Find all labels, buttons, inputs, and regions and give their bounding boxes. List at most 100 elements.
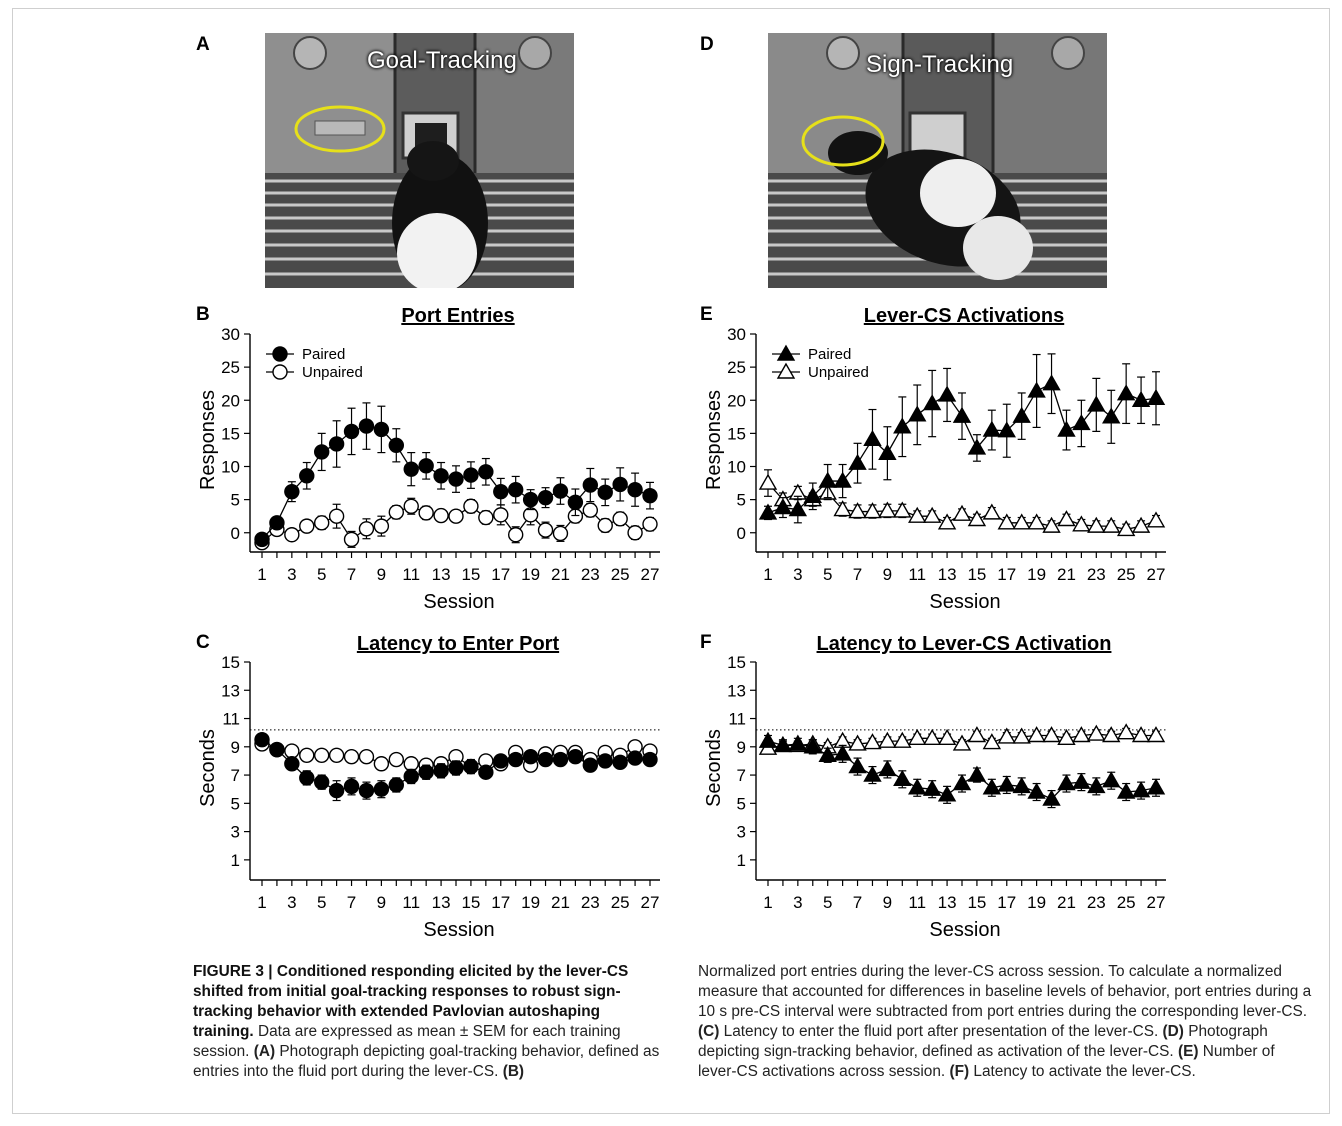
data-point-unpaired: [373, 518, 390, 534]
legend-label-unpaired: Unpaired: [808, 364, 869, 381]
data-point-paired: [313, 774, 330, 790]
series-paired: [758, 353, 1166, 524]
data-point-paired: [1042, 374, 1061, 391]
data-point-unpaired: [1102, 516, 1121, 533]
x-tick-label: 17: [491, 565, 510, 584]
data-point-unpaired: [967, 510, 987, 527]
data-point-unpaired: [343, 748, 360, 765]
x-tick-label: 19: [1027, 565, 1046, 584]
x-tick-label: 9: [377, 893, 386, 912]
y-tick-label: 30: [221, 325, 240, 344]
legend-marker-paired: [776, 344, 796, 361]
x-tick-label: 25: [611, 565, 630, 584]
y-tick-label: 20: [727, 391, 746, 410]
data-point-unpaired: [313, 515, 330, 531]
data-point-unpaired: [878, 731, 897, 748]
data-point-paired: [343, 778, 360, 795]
data-point-unpaired: [1072, 726, 1091, 743]
data-point-unpaired: [284, 527, 300, 543]
data-point-paired: [343, 423, 360, 440]
y-tick-label: 15: [727, 653, 746, 672]
y-tick-label: 15: [221, 424, 240, 443]
data-point-paired: [863, 765, 882, 782]
data-point-paired: [848, 453, 867, 470]
x-tick-label: 1: [257, 893, 266, 912]
caption-label-b: (B): [502, 1063, 525, 1080]
x-tick-label: 19: [1027, 893, 1046, 912]
data-point-paired: [1102, 407, 1121, 424]
port-entries-chart: Port Entries 0 5 10 15 20 25 30 1 3 5 7 9 11 13 15 17 19 2…: [190, 300, 670, 618]
panel-letter-c: C: [196, 632, 210, 653]
data-point-paired: [863, 429, 882, 447]
data-point-paired: [803, 737, 822, 754]
data-point-paired: [433, 763, 449, 779]
data-point-paired: [1012, 776, 1031, 794]
data-point-paired: [254, 531, 270, 548]
y-tick-label: 30: [727, 325, 746, 344]
data-point-paired: [269, 741, 285, 758]
y-tick-label: 0: [231, 524, 240, 543]
data-point-paired: [373, 421, 390, 438]
panel-letter-b: B: [196, 304, 210, 325]
data-point-unpaired: [908, 728, 927, 746]
y-axis-label: Seconds: [197, 729, 219, 807]
data-point-paired: [1027, 381, 1046, 398]
legend-label-paired: Paired: [808, 346, 851, 363]
data-point-paired: [403, 768, 419, 785]
data-point-unpaired: [1042, 516, 1061, 533]
data-point-unpaired: [433, 507, 449, 524]
caption-label-a: (A): [253, 1043, 276, 1060]
data-point-paired: [818, 745, 837, 762]
data-point-unpaired: [1027, 726, 1046, 743]
data-point-paired: [284, 483, 300, 500]
x-tick-label: 11: [402, 893, 420, 912]
x-tick-label: 15: [967, 893, 986, 912]
y-axis-label: Responses: [197, 390, 219, 490]
chart-svg-f: Latency to Lever-CS Activation1357911131…: [703, 633, 1166, 941]
data-point-paired: [952, 774, 972, 791]
x-axis-label: Session: [423, 919, 494, 941]
data-point-paired: [448, 760, 464, 776]
data-point-unpaired: [937, 513, 957, 530]
data-point-unpaired: [328, 747, 345, 763]
data-point-unpaired: [1012, 513, 1031, 530]
x-tick-label: 1: [763, 893, 772, 912]
data-point-unpaired: [328, 508, 345, 524]
series-unpaired: [758, 723, 1166, 755]
caption-text-b: Normalized port entries during the lever…: [698, 963, 1312, 1020]
x-tick-label: 3: [287, 565, 296, 584]
series-unpaired: [254, 497, 658, 551]
data-point-unpaired: [1146, 726, 1166, 743]
chart-title: Latency to Lever-CS Activation: [817, 633, 1112, 655]
data-point-unpaired: [1146, 511, 1166, 528]
y-tick-label: 11: [728, 710, 746, 729]
x-tick-label: 27: [1147, 893, 1166, 912]
data-point-unpaired: [863, 733, 882, 750]
data-point-paired: [597, 484, 613, 501]
series-paired: [254, 732, 658, 802]
data-point-unpaired: [758, 473, 778, 490]
data-point-paired: [448, 471, 464, 487]
x-tick-label: 3: [287, 893, 296, 912]
y-tick-label: 10: [221, 458, 240, 477]
x-tick-label: 25: [1117, 565, 1136, 584]
data-point-paired: [328, 436, 345, 452]
x-tick-label: 5: [317, 893, 326, 912]
y-tick-label: 1: [737, 851, 746, 870]
y-tick-label: 5: [231, 794, 240, 813]
x-tick-label: 7: [853, 565, 862, 584]
data-point-paired: [1087, 776, 1106, 794]
data-point-unpaired: [478, 509, 494, 526]
data-point-unpaired: [1131, 726, 1151, 743]
x-tick-label: 17: [491, 893, 510, 912]
data-point-paired: [788, 500, 808, 517]
sign-tracking-label: Sign-Tracking: [866, 51, 1014, 78]
data-point-paired: [997, 421, 1016, 438]
x-tick-label: 19: [521, 565, 540, 584]
y-tick-label: 7: [231, 766, 240, 785]
y-tick-label: 0: [737, 524, 746, 543]
x-tick-label: 5: [823, 565, 832, 584]
data-point-unpaired: [1131, 516, 1151, 533]
